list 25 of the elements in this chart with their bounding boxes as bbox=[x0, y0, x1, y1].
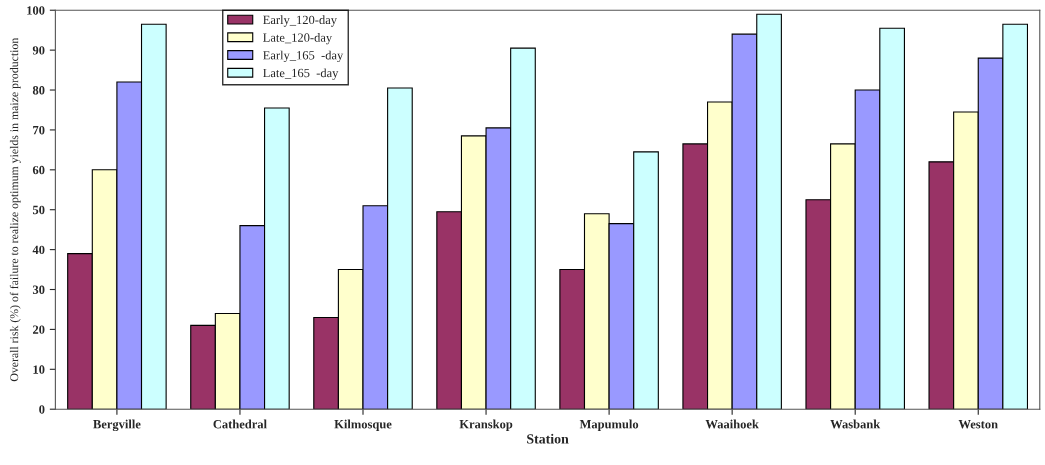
x-axis-title: Station bbox=[527, 433, 569, 444]
x-tick-label: Weston bbox=[958, 420, 998, 429]
x-tick-label: Bergville bbox=[93, 419, 141, 432]
y-tick-label: 50 bbox=[32, 205, 45, 215]
x-tick-label: Waaihoek bbox=[705, 419, 759, 429]
legend-label: Late_165 -day bbox=[263, 68, 339, 80]
y-tick-label: 0 bbox=[39, 405, 45, 414]
y-tick-label: 20 bbox=[32, 325, 45, 334]
x-tick-label: Cathedral bbox=[213, 419, 267, 429]
legend-label: Late_120-day bbox=[263, 33, 333, 45]
x-tick-label: Mapumulo bbox=[579, 419, 639, 431]
y-tick-label: 60 bbox=[32, 165, 45, 175]
y-tick-label: 100 bbox=[27, 6, 45, 15]
y-tick-label: 90 bbox=[32, 46, 45, 55]
legend-label: Early_120-day bbox=[263, 15, 337, 27]
x-tick-label: Kilmosque bbox=[334, 419, 392, 431]
y-tick-label: 70 bbox=[33, 125, 45, 135]
y-tick-label: 80 bbox=[32, 86, 45, 95]
x-tick-label: Kranskop bbox=[459, 419, 513, 431]
y-tick-label: 10 bbox=[33, 365, 45, 374]
y-axis-title: Overall risk (%) of failure to realize optimum yields in maize production bbox=[9, 37, 21, 382]
y-tick-label: 40 bbox=[32, 245, 45, 255]
y-tick-label: 30 bbox=[32, 285, 45, 294]
x-tick-label: Wasbank bbox=[830, 419, 881, 429]
legend-label: Early_165 -day bbox=[263, 50, 344, 63]
